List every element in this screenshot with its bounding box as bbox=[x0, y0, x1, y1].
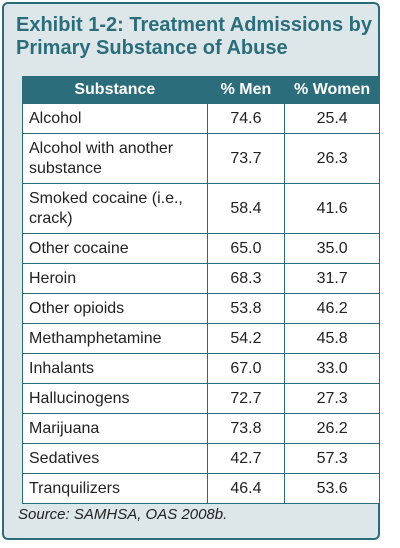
men-percent-cell: 53.8 bbox=[206, 293, 286, 324]
table-row: Heroin 68.3 31.7 bbox=[22, 263, 380, 294]
men-percent-cell: 65.0 bbox=[206, 233, 286, 264]
table-row: Smoked cocaine (i.e., crack) 58.4 41.6 bbox=[22, 183, 380, 234]
header-percent-women: % Women bbox=[284, 76, 380, 104]
table-row: Inhalants 67.0 33.0 bbox=[22, 353, 380, 384]
table-row: Methamphetamine 54.2 45.8 bbox=[22, 323, 380, 354]
women-percent-cell: 25.4 bbox=[284, 103, 380, 134]
admissions-table: Substance % Men % Women Alcohol 74.6 25.… bbox=[22, 76, 380, 504]
table-row: Hallucinogens 72.7 27.3 bbox=[22, 383, 380, 414]
substance-cell: Alcohol with another substance bbox=[22, 133, 208, 184]
men-percent-cell: 73.8 bbox=[206, 413, 286, 444]
women-percent-cell: 46.2 bbox=[284, 293, 380, 324]
table-row: Alcohol with another substance 73.7 26.3 bbox=[22, 133, 380, 184]
women-percent-cell: 27.3 bbox=[284, 383, 380, 414]
women-percent-cell: 26.3 bbox=[284, 133, 380, 184]
substance-cell: Hallucinogens bbox=[22, 383, 208, 414]
header-percent-men: % Men bbox=[206, 76, 286, 104]
substance-cell: Other cocaine bbox=[22, 233, 208, 264]
substance-cell: Methamphetamine bbox=[22, 323, 208, 354]
substance-cell: Smoked cocaine (i.e., crack) bbox=[22, 183, 208, 234]
men-percent-cell: 54.2 bbox=[206, 323, 286, 354]
women-percent-cell: 57.3 bbox=[284, 443, 380, 474]
men-percent-cell: 46.4 bbox=[206, 473, 286, 504]
women-percent-cell: 53.6 bbox=[284, 473, 380, 504]
men-percent-cell: 72.7 bbox=[206, 383, 286, 414]
women-percent-cell: 45.8 bbox=[284, 323, 380, 354]
table-row: Other cocaine 65.0 35.0 bbox=[22, 233, 380, 264]
substance-cell: Other opioids bbox=[22, 293, 208, 324]
table-header-row: Substance % Men % Women bbox=[22, 76, 380, 104]
women-percent-cell: 35.0 bbox=[284, 233, 380, 264]
men-percent-cell: 58.4 bbox=[206, 183, 286, 234]
source-note: Source: SAMHSA, OAS 2008b. bbox=[18, 506, 228, 523]
women-percent-cell: 31.7 bbox=[284, 263, 380, 294]
exhibit-title: Exhibit 1-2: Treatment Admissions by Pri… bbox=[16, 14, 373, 59]
substance-cell: Sedatives bbox=[22, 443, 208, 474]
men-percent-cell: 73.7 bbox=[206, 133, 286, 184]
substance-cell: Heroin bbox=[22, 263, 208, 294]
table-row: Marijuana 73.8 26.2 bbox=[22, 413, 380, 444]
header-substance: Substance bbox=[22, 76, 208, 104]
men-percent-cell: 67.0 bbox=[206, 353, 286, 384]
table-row: Sedatives 42.7 57.3 bbox=[22, 443, 380, 474]
substance-cell: Marijuana bbox=[22, 413, 208, 444]
men-percent-cell: 74.6 bbox=[206, 103, 286, 134]
exhibit-panel: Exhibit 1-2: Treatment Admissions by Pri… bbox=[2, 2, 380, 540]
women-percent-cell: 41.6 bbox=[284, 183, 380, 234]
men-percent-cell: 68.3 bbox=[206, 263, 286, 294]
substance-cell: Alcohol bbox=[22, 103, 208, 134]
men-percent-cell: 42.7 bbox=[206, 443, 286, 474]
women-percent-cell: 33.0 bbox=[284, 353, 380, 384]
table-row: Alcohol 74.6 25.4 bbox=[22, 103, 380, 134]
table-row: Other opioids 53.8 46.2 bbox=[22, 293, 380, 324]
table-row: Tranquilizers 46.4 53.6 bbox=[22, 473, 380, 504]
substance-cell: Inhalants bbox=[22, 353, 208, 384]
substance-cell: Tranquilizers bbox=[22, 473, 208, 504]
women-percent-cell: 26.2 bbox=[284, 413, 380, 444]
